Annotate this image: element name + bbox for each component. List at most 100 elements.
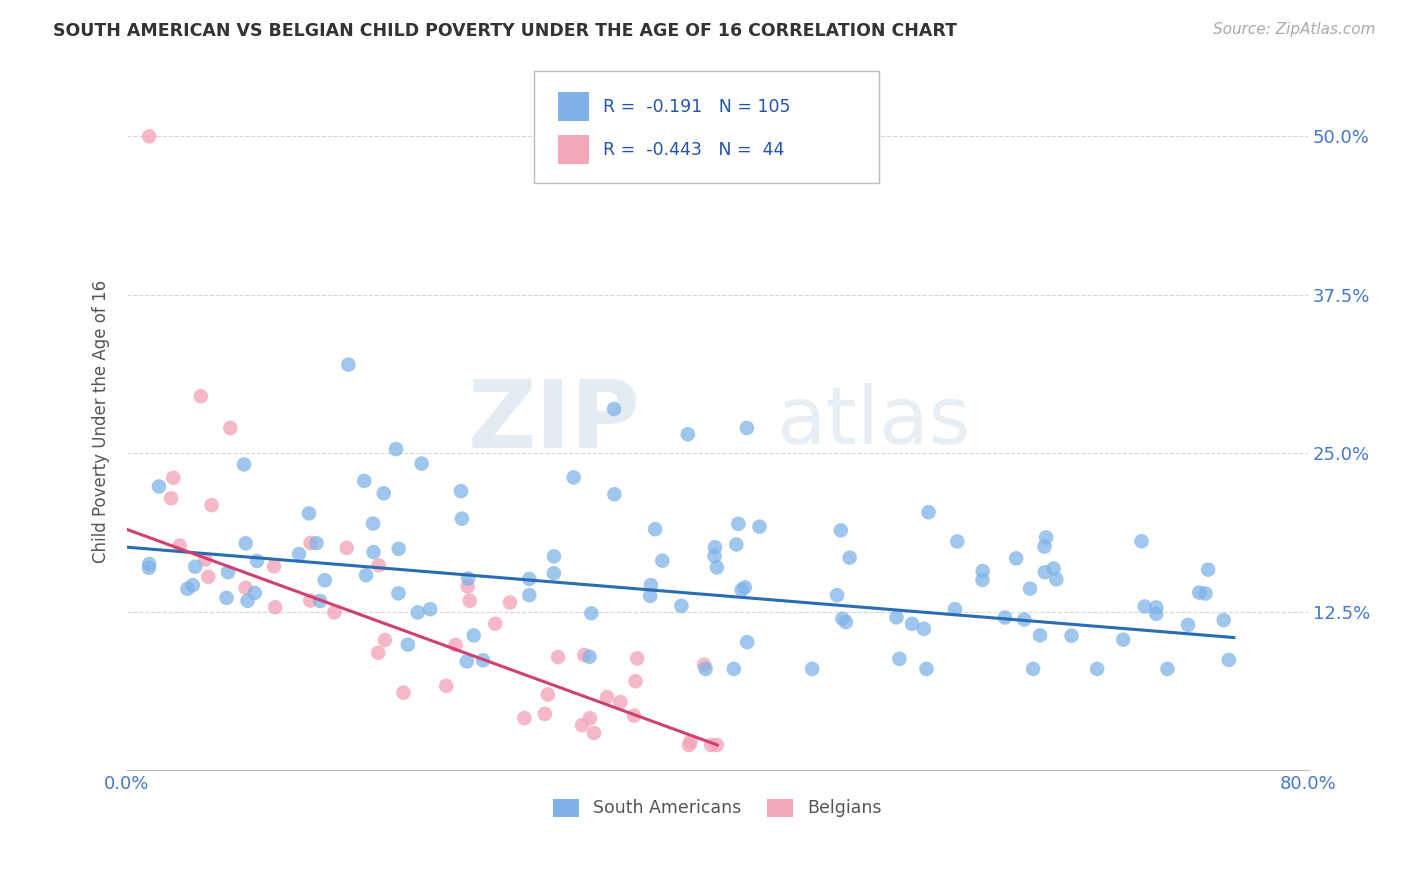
Point: [626, 651, 648, 665]
Point: [624, 674, 647, 689]
Point: [169, 539, 191, 553]
Text: SOUTH AMERICAN VS BELGIAN CHILD POVERTY UNDER THE AGE OF 16 CORRELATION CHART: SOUTH AMERICAN VS BELGIAN CHILD POVERTY …: [53, 22, 957, 40]
Point: [889, 652, 911, 666]
Point: [457, 579, 479, 593]
Point: [1085, 662, 1108, 676]
Legend: South Americans, Belgians: South Americans, Belgians: [546, 792, 889, 824]
Point: [562, 470, 585, 484]
Point: [1144, 607, 1167, 621]
Point: [704, 540, 727, 554]
Point: [831, 612, 853, 626]
Point: [581, 607, 603, 621]
Y-axis label: Child Poverty Under the Age of 16: Child Poverty Under the Age of 16: [93, 280, 110, 563]
Point: [1012, 613, 1035, 627]
Point: [236, 594, 259, 608]
Point: [596, 690, 619, 704]
Point: [1035, 531, 1057, 545]
Point: [336, 541, 359, 555]
Point: [725, 537, 748, 551]
Point: [396, 638, 419, 652]
Point: [194, 552, 217, 566]
Point: [537, 688, 560, 702]
Point: [735, 421, 758, 435]
Point: [200, 498, 222, 512]
Point: [693, 657, 716, 672]
Point: [1112, 632, 1135, 647]
Point: [388, 541, 411, 556]
Point: [946, 534, 969, 549]
Point: [1045, 572, 1067, 586]
Point: [517, 572, 540, 586]
Point: [1019, 582, 1042, 596]
Point: [299, 593, 322, 607]
Point: [835, 615, 858, 629]
Point: [419, 602, 441, 616]
Point: [1133, 599, 1156, 614]
Point: [235, 536, 257, 550]
Point: [603, 487, 626, 501]
Point: [246, 554, 269, 568]
Point: [457, 572, 479, 586]
Point: [582, 726, 605, 740]
Point: [1177, 618, 1199, 632]
Point: [373, 486, 395, 500]
Point: [609, 695, 631, 709]
Point: [363, 545, 385, 559]
Point: [1144, 600, 1167, 615]
Point: [543, 566, 565, 581]
Point: [534, 706, 557, 721]
Point: [374, 633, 396, 648]
Point: [519, 588, 541, 602]
Point: [678, 738, 700, 752]
Point: [640, 578, 662, 592]
Text: atlas: atlas: [776, 383, 970, 460]
Point: [288, 547, 311, 561]
Text: ZIP: ZIP: [468, 376, 641, 467]
Point: [406, 606, 429, 620]
Point: [299, 536, 322, 550]
Point: [434, 679, 457, 693]
Point: [160, 491, 183, 506]
Point: [361, 516, 384, 531]
Point: [1130, 534, 1153, 549]
Point: [578, 649, 600, 664]
Point: [574, 648, 596, 662]
Point: [197, 570, 219, 584]
Point: [392, 685, 415, 699]
Point: [734, 580, 756, 594]
Point: [994, 610, 1017, 624]
Point: [703, 549, 725, 563]
Point: [1033, 540, 1056, 554]
Point: [217, 565, 239, 579]
Point: [886, 610, 908, 624]
Point: [700, 738, 723, 752]
Point: [243, 586, 266, 600]
Point: [314, 574, 336, 588]
Point: [309, 594, 332, 608]
Point: [367, 646, 389, 660]
Point: [411, 457, 433, 471]
Point: [472, 653, 495, 667]
Point: [731, 582, 754, 597]
Point: [215, 591, 238, 605]
Point: [644, 522, 666, 536]
Point: [623, 708, 645, 723]
Point: [184, 559, 207, 574]
Point: [579, 711, 602, 725]
Point: [233, 458, 256, 472]
Point: [181, 578, 204, 592]
Point: [972, 564, 994, 578]
Point: [1212, 613, 1234, 627]
Point: [571, 718, 593, 732]
Point: [735, 635, 758, 649]
Point: [1005, 551, 1028, 566]
Point: [450, 511, 472, 525]
Point: [1033, 566, 1056, 580]
Point: [1188, 585, 1211, 599]
Point: [176, 582, 198, 596]
Point: [305, 536, 328, 550]
Point: [385, 442, 408, 456]
Text: R =  -0.443   N =  44: R = -0.443 N = 44: [603, 141, 785, 159]
Text: R =  -0.191   N = 105: R = -0.191 N = 105: [603, 97, 790, 116]
Point: [138, 129, 160, 144]
